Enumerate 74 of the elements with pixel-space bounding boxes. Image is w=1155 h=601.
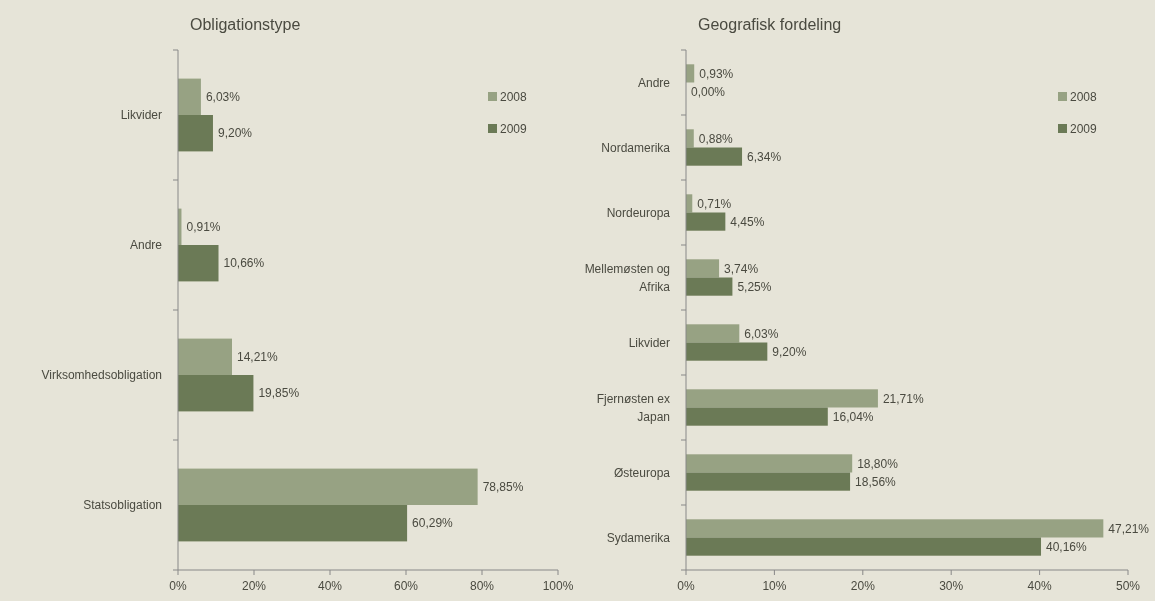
data-label: 14,21%: [237, 350, 279, 364]
x-tick-label: 50%: [1115, 579, 1141, 593]
bar: [686, 389, 878, 408]
x-tick-label: 80%: [469, 579, 495, 593]
x-tick-label: 20%: [850, 579, 876, 593]
bar: [686, 454, 853, 473]
chart-title: Geografisk fordeling: [698, 16, 842, 33]
y-tick-label: Virksomhedsobligation: [41, 368, 162, 383]
chart-title: Obligationstype: [190, 16, 301, 33]
data-label: 10,66%: [223, 256, 265, 271]
data-label: 78,85%: [482, 480, 524, 494]
x-tick-label: 20%: [241, 579, 267, 593]
data-label: 18,56%: [855, 474, 897, 489]
y-tick-label: Nordeuropa: [606, 205, 671, 220]
x-tick-label: 60%: [393, 579, 419, 593]
data-label: 47,21%: [1108, 521, 1150, 536]
bar: [178, 78, 201, 115]
data-label: 6,03%: [744, 326, 779, 341]
data-label: 18,80%: [857, 456, 899, 471]
legend-label: 2009: [500, 122, 528, 137]
bar: [686, 407, 828, 426]
bar: [686, 472, 851, 491]
bar: [686, 324, 740, 343]
x-tick-label: 0%: [677, 579, 695, 593]
bar: [178, 245, 219, 282]
x-tick-label: 40%: [317, 579, 343, 593]
legend-label: 2008: [500, 90, 528, 105]
legend-label: 2009: [1070, 122, 1098, 137]
data-label: 9,20%: [217, 126, 253, 141]
bar: [178, 505, 408, 542]
y-tick-label: Nordamerika: [601, 140, 671, 155]
y-tick-label: Sydamerika: [606, 530, 671, 545]
bar: [178, 115, 213, 152]
data-label: 0,71%: [697, 196, 732, 211]
bar: [178, 468, 478, 505]
y-tick-label: Østeuropa: [613, 465, 671, 480]
data-label: 0,91%: [186, 220, 221, 234]
bar: [686, 259, 720, 278]
y-tick-label: Fjernøsten ex Japan: [596, 391, 670, 424]
y-tick-label: Andre: [637, 75, 671, 90]
y-tick-label: Likvider: [120, 108, 162, 123]
x-tick-label: 10%: [762, 579, 787, 593]
bar: [686, 519, 1104, 538]
y-tick-label: Andre: [129, 238, 163, 253]
data-label: 6,03%: [205, 90, 241, 104]
x-tick-label: 40%: [1027, 579, 1052, 593]
data-label: 16,04%: [832, 409, 874, 424]
data-label: 5,25%: [737, 279, 772, 294]
bar: [686, 537, 1042, 556]
bar: [686, 129, 694, 148]
bar: [686, 212, 726, 231]
bar: [178, 375, 254, 412]
data-label: 0,93%: [699, 66, 734, 81]
data-label: 19,85%: [258, 386, 300, 401]
bar: [178, 338, 232, 375]
y-tick-label: Statsobligation: [83, 498, 162, 513]
y-tick-label: Mellemøsten og Afrika: [584, 261, 671, 294]
legend-label: 2008: [1070, 90, 1098, 105]
data-label: 4,45%: [730, 214, 765, 229]
data-label: 60,29%: [412, 516, 454, 531]
data-label: 3,74%: [724, 261, 759, 276]
data-label: 6,34%: [747, 149, 782, 164]
data-label: 21,71%: [882, 391, 924, 406]
x-tick-label: 30%: [939, 579, 964, 593]
x-tick-label: 0%: [169, 579, 187, 593]
data-label: 9,20%: [772, 344, 807, 359]
y-tick-label: Likvider: [628, 335, 670, 350]
data-label: 40,16%: [1046, 539, 1088, 554]
bar: [686, 277, 733, 296]
bar: [686, 147, 743, 166]
data-label: 0,00%: [691, 84, 726, 99]
x-tick-label: 100%: [542, 579, 574, 593]
bar: [686, 342, 768, 361]
data-label: 0,88%: [698, 131, 734, 146]
